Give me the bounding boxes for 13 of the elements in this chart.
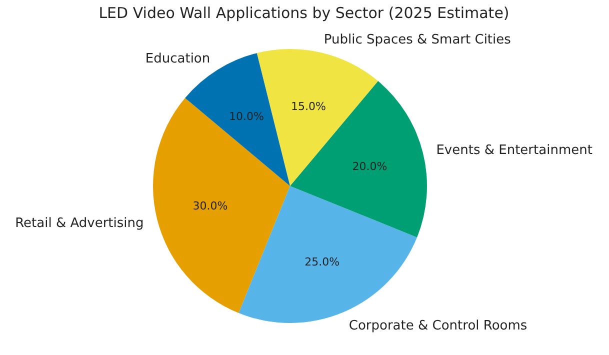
slice-label: Public Spaces & Smart Cities xyxy=(324,32,512,48)
slice-label: Retail & Advertising xyxy=(15,216,144,232)
data-label: 15.0% xyxy=(291,100,326,113)
data-label: 10.0% xyxy=(228,110,264,124)
chart-title: LED Video Wall Applications by Sector (2025 Estimate) xyxy=(98,4,510,22)
slice-label: Corporate & Control Rooms xyxy=(348,318,528,334)
pie-slice xyxy=(153,98,290,314)
slice-label: Education xyxy=(145,52,210,67)
data-label: 30.0% xyxy=(192,200,228,213)
pie-slice xyxy=(290,81,427,238)
data-label: 20.0% xyxy=(352,160,388,173)
data-label: 25.0% xyxy=(304,256,340,269)
slice-label: Events & Entertainment xyxy=(436,143,592,158)
